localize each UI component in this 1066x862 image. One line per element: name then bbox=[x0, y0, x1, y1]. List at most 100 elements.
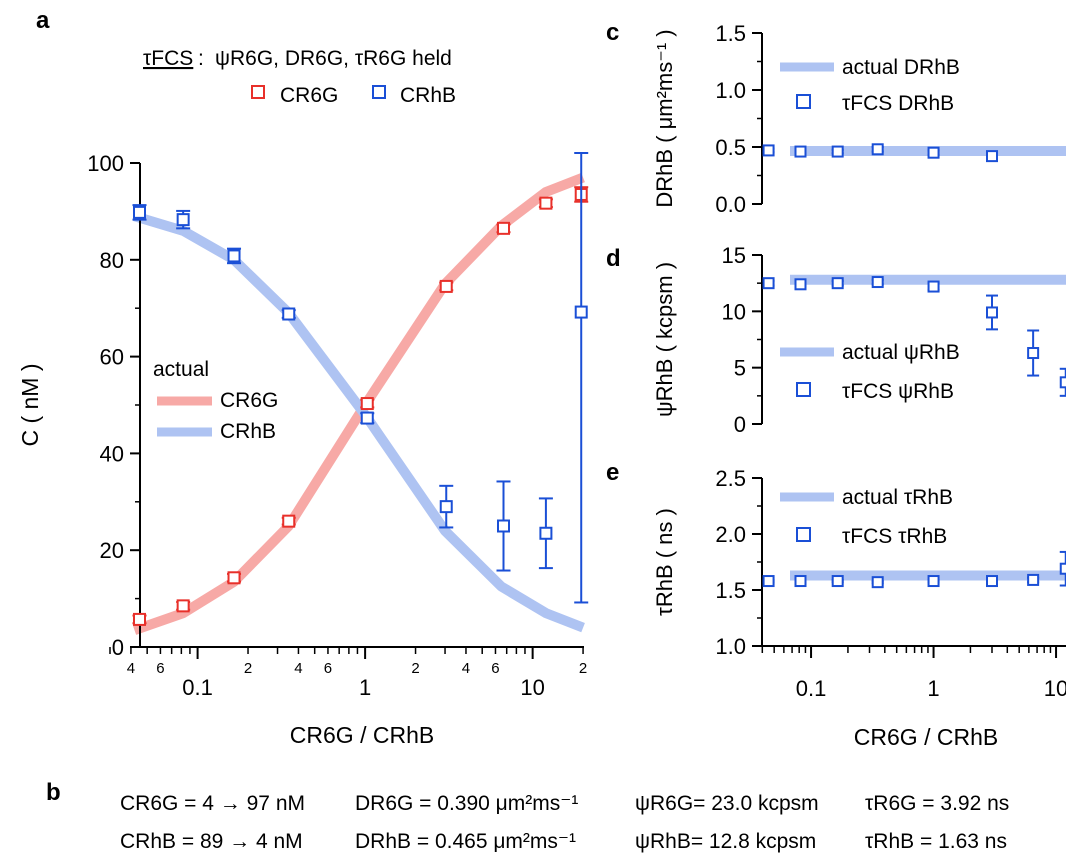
x-tick-label-a: 10 bbox=[520, 675, 544, 700]
b-row1-psi: ψR6G= 23.0 kcpsm bbox=[635, 792, 819, 815]
x-tick-label-e: 10 bbox=[1044, 676, 1066, 701]
point-r6g bbox=[132, 612, 147, 626]
y-tick-label-e: 2.0 bbox=[715, 522, 746, 547]
chart-a: 0 20 40 60 80 100 0.1 1 10 4 6 2 4 6 2 4 6 2 CR6G / CRhB C … bbox=[17, 151, 589, 748]
legend-key-fcs-e bbox=[796, 527, 811, 542]
y-tick-label-e: 1.5 bbox=[715, 578, 746, 603]
x-tick-label-a: 0.1 bbox=[182, 675, 213, 700]
x-minor-tick-label-a: 2 bbox=[579, 660, 587, 677]
point-d bbox=[927, 280, 940, 293]
panel-label-d: d bbox=[606, 245, 621, 272]
b-row1-c: CR6G = 4 → 97 nM bbox=[120, 792, 305, 815]
marker bbox=[831, 575, 844, 588]
panel-label-e: e bbox=[606, 459, 619, 486]
actual-line-label-r6g: CR6G bbox=[220, 389, 278, 412]
legend-label-actual-e: actual τRhB bbox=[842, 486, 953, 509]
legend-key-fcs-c bbox=[796, 94, 811, 109]
point-d bbox=[762, 277, 775, 290]
y-tick-label-a: 100 bbox=[87, 151, 124, 176]
marker bbox=[986, 306, 999, 319]
marker bbox=[871, 143, 884, 156]
x-minor-tick-label-a: 6 bbox=[324, 660, 332, 677]
point-c bbox=[794, 145, 807, 158]
point-rhb bbox=[574, 152, 589, 604]
legend-label-rhb: CRhB bbox=[400, 84, 456, 107]
point-d bbox=[1027, 329, 1040, 377]
marker bbox=[1027, 347, 1040, 360]
point-d bbox=[871, 276, 884, 289]
y-tick-label-a: 80 bbox=[100, 248, 124, 273]
marker bbox=[927, 146, 940, 159]
point-rhb bbox=[227, 247, 242, 265]
point-rhb bbox=[281, 307, 296, 321]
x-axis-label-e: CR6G / CRhB bbox=[854, 724, 998, 750]
marker bbox=[871, 576, 884, 589]
marker bbox=[1027, 573, 1040, 586]
point-r6g bbox=[439, 279, 454, 293]
point-rhb bbox=[439, 484, 454, 529]
marker bbox=[360, 397, 374, 411]
marker bbox=[176, 213, 190, 227]
x-tick-label-e: 1 bbox=[927, 676, 939, 701]
y-tick-label-c: 1.5 bbox=[715, 21, 746, 46]
point-r6g bbox=[538, 196, 553, 210]
b-row2-psi: ψRhB= 12.8 kcpsm bbox=[635, 830, 816, 853]
marker bbox=[1059, 376, 1066, 389]
marker bbox=[282, 514, 296, 528]
point-r6g bbox=[496, 221, 511, 235]
marker bbox=[794, 575, 807, 588]
marker bbox=[762, 575, 775, 588]
point-e bbox=[927, 575, 940, 588]
point-rhb bbox=[176, 209, 191, 230]
marker bbox=[762, 144, 775, 157]
point-c bbox=[927, 146, 940, 159]
legend-label-fcs-d: τFCS ψRhB bbox=[842, 380, 954, 403]
point-e bbox=[794, 575, 807, 588]
marker bbox=[539, 196, 553, 210]
marker bbox=[497, 519, 511, 533]
point-e bbox=[1059, 550, 1066, 587]
point-d bbox=[831, 277, 844, 290]
x-minor-tick-label-a: 6 bbox=[491, 660, 499, 677]
panel-label-c: c bbox=[606, 19, 619, 46]
y-tick-label-e: 2.5 bbox=[715, 466, 746, 491]
point-r6g bbox=[281, 514, 296, 528]
point-r6g bbox=[176, 599, 191, 613]
point-rhb bbox=[360, 411, 375, 425]
chart-e: 1.0 1.5 2.0 2.5 τRhB ( ns ) actual τRhB τFCS τ… bbox=[652, 466, 1066, 750]
marker bbox=[831, 277, 844, 290]
point-e bbox=[762, 575, 775, 588]
point-r6g bbox=[227, 571, 242, 585]
marker bbox=[132, 205, 146, 219]
point-e bbox=[871, 576, 884, 589]
y-tick-label-d: 10 bbox=[722, 299, 746, 324]
point-d bbox=[794, 278, 807, 291]
y-axis-label-d: ψRhB ( kcpsm ) bbox=[652, 262, 677, 417]
chart-c: 0.0 0.5 1.0 1.5 DRhB ( μm²ms⁻¹ ) actual DRhB τ… bbox=[652, 21, 1066, 217]
x-tick-label-a: 1 bbox=[359, 675, 371, 700]
marker bbox=[871, 276, 884, 289]
x-minor-tick-label-a: 4 bbox=[294, 660, 302, 677]
y-tick-label-e: 1.0 bbox=[715, 634, 746, 659]
panel-label-a: a bbox=[36, 7, 50, 34]
marker bbox=[439, 279, 453, 293]
point-c bbox=[831, 145, 844, 158]
legend-marker-rhb bbox=[372, 85, 386, 99]
y-tick-label-d: 5 bbox=[734, 356, 746, 381]
marker bbox=[497, 221, 511, 235]
point-e bbox=[986, 575, 999, 588]
y-tick-label-c: 0.0 bbox=[715, 192, 746, 217]
x-minor-tick-label-a: 4 bbox=[127, 660, 135, 677]
y-axis-label-a: C ( nM ) bbox=[17, 363, 43, 446]
y-tick-label-a: 0 bbox=[112, 635, 124, 660]
point-d bbox=[1059, 367, 1066, 397]
point-d bbox=[986, 294, 999, 331]
legend-label-fcs-c: τFCS DRhB bbox=[842, 92, 954, 115]
marker bbox=[574, 305, 588, 319]
marker bbox=[132, 612, 146, 626]
marker bbox=[794, 278, 807, 291]
header-colon: : bbox=[198, 47, 204, 70]
marker bbox=[986, 150, 999, 163]
marker bbox=[1059, 562, 1066, 575]
y-axis-label-e: τRhB ( ns ) bbox=[652, 508, 677, 616]
